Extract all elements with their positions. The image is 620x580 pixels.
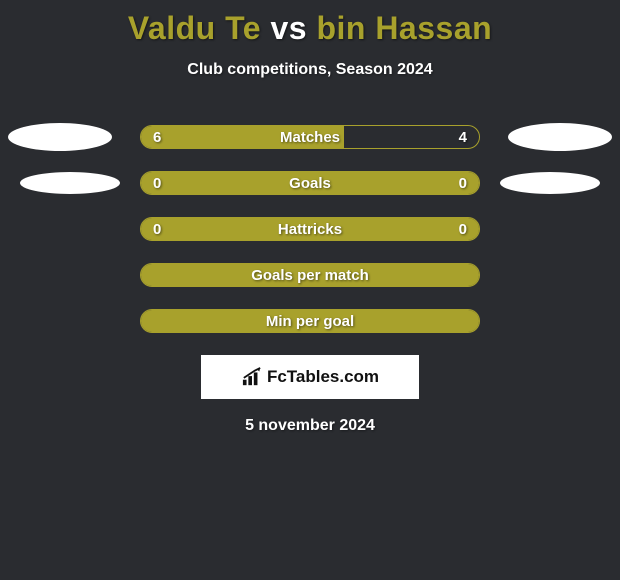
player2-ellipse: [508, 123, 612, 151]
stat-label: Goals: [289, 175, 331, 192]
player1-ellipse: [8, 123, 112, 151]
subtitle: Club competitions, Season 2024: [0, 61, 620, 79]
stat-value-left: 0: [153, 175, 161, 192]
stat-bar: Goals per match: [140, 263, 480, 287]
stat-label: Min per goal: [266, 313, 354, 330]
stat-label: Hattricks: [278, 221, 342, 238]
stat-bar: 0 0 Goals: [140, 171, 480, 195]
vs-separator: vs: [270, 10, 307, 46]
stat-label: Goals per match: [251, 267, 369, 284]
stat-rows: 6 4 Matches 0 0 Goals 0 0 Hattricks Goals per mat…: [0, 125, 620, 333]
stat-row: Goals per match: [0, 263, 620, 287]
stat-bar: 6 4 Matches: [140, 125, 480, 149]
chart-icon: [241, 367, 263, 387]
stat-value-left: 0: [153, 221, 161, 238]
date-text: 5 november 2024: [0, 417, 620, 435]
stat-row: 0 0 Goals: [0, 171, 620, 195]
stat-row: Min per goal: [0, 309, 620, 333]
stat-bar: Min per goal: [140, 309, 480, 333]
stat-label: Matches: [280, 129, 340, 146]
stat-row: 0 0 Hattricks: [0, 217, 620, 241]
player2-ellipse: [500, 172, 600, 194]
player1-ellipse: [20, 172, 120, 194]
logo-box: FcTables.com: [201, 355, 419, 399]
stat-value-right: 4: [459, 129, 467, 146]
stat-value-right: 0: [459, 175, 467, 192]
logo-text: FcTables.com: [267, 367, 379, 387]
stat-value-right: 0: [459, 221, 467, 238]
player1-name: Valdu Te: [128, 10, 261, 46]
stat-row: 6 4 Matches: [0, 125, 620, 149]
stat-bar: 0 0 Hattricks: [140, 217, 480, 241]
stat-value-left: 6: [153, 129, 161, 146]
player2-name: bin Hassan: [316, 10, 492, 46]
comparison-title: Valdu Te vs bin Hassan: [0, 0, 620, 47]
